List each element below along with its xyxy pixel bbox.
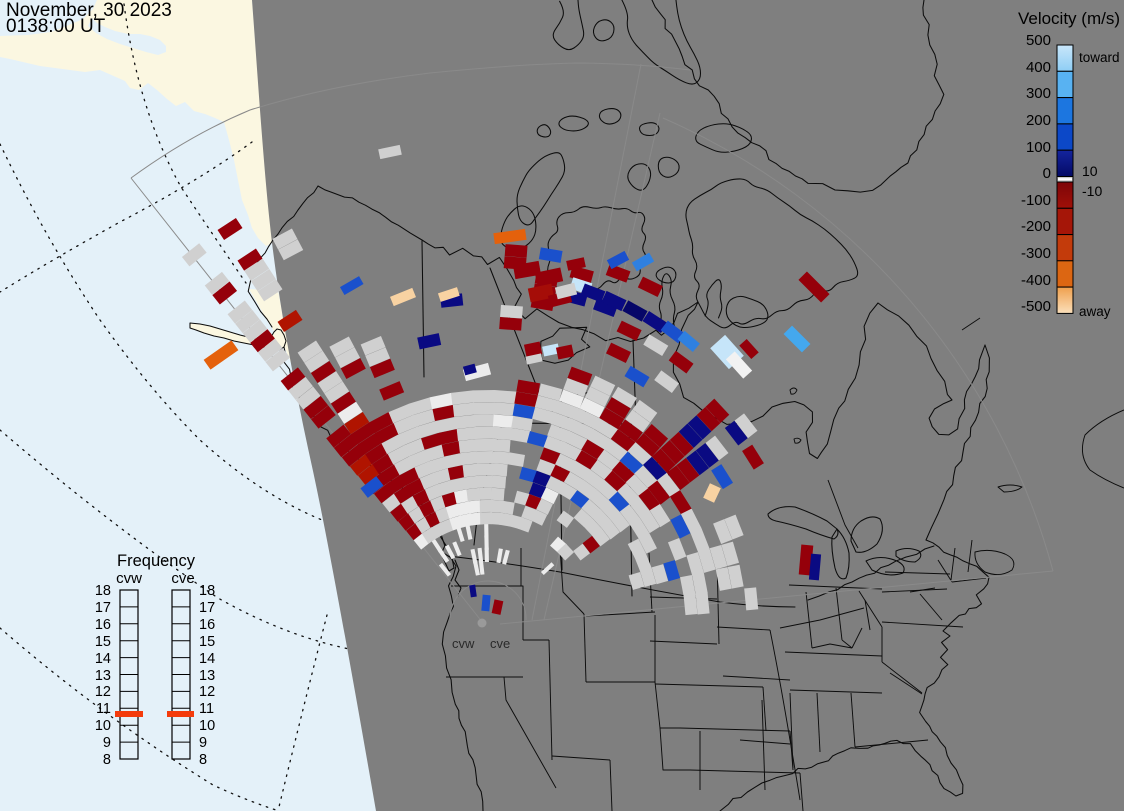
svg-text:16: 16 [199, 617, 215, 633]
svg-text:cvw: cvw [452, 636, 475, 651]
svg-text:200: 200 [1026, 112, 1051, 129]
svg-text:10: 10 [95, 718, 111, 734]
svg-text:-10: -10 [1082, 183, 1102, 199]
svg-text:400: 400 [1026, 59, 1051, 76]
svg-text:8: 8 [199, 752, 207, 768]
svg-text:November, 30 2023: November, 30 2023 [6, 0, 172, 21]
svg-text:14: 14 [199, 651, 215, 667]
svg-text:13: 13 [95, 668, 111, 684]
svg-text:0: 0 [1043, 165, 1051, 182]
svg-text:18: 18 [199, 583, 215, 599]
svg-text:8: 8 [103, 752, 111, 768]
svg-text:12: 12 [95, 684, 111, 700]
svg-text:9: 9 [199, 735, 207, 751]
svg-text:Frequency: Frequency [117, 552, 196, 570]
svg-text:14: 14 [95, 651, 111, 667]
svg-text:away: away [1079, 304, 1111, 319]
svg-text:300: 300 [1026, 85, 1051, 102]
svg-text:cve: cve [171, 570, 194, 587]
svg-text:12: 12 [199, 684, 215, 700]
svg-text:15: 15 [95, 634, 111, 650]
svg-text:18: 18 [95, 583, 111, 599]
svg-text:cve: cve [490, 636, 510, 651]
svg-text:Velocity (m/s): Velocity (m/s) [1018, 9, 1120, 28]
svg-text:13: 13 [199, 668, 215, 684]
svg-text:-400: -400 [1021, 272, 1051, 289]
svg-text:15: 15 [199, 634, 215, 650]
svg-text:16: 16 [95, 617, 111, 633]
svg-text:17: 17 [199, 600, 215, 616]
svg-text:17: 17 [95, 600, 111, 616]
svg-text:500: 500 [1026, 32, 1051, 49]
svg-text:-500: -500 [1021, 298, 1051, 315]
svg-text:10: 10 [199, 718, 215, 734]
svg-text:11: 11 [96, 701, 111, 717]
svg-text:-100: -100 [1021, 192, 1051, 209]
svg-text:toward: toward [1079, 50, 1120, 65]
svg-text:11: 11 [199, 701, 214, 717]
svg-text:-300: -300 [1021, 245, 1051, 262]
svg-text:10: 10 [1082, 163, 1098, 179]
svg-text:100: 100 [1026, 139, 1051, 156]
svg-text:cvw: cvw [116, 570, 142, 587]
svg-text:-200: -200 [1021, 218, 1051, 235]
svg-text:0138:00 UT: 0138:00 UT [6, 16, 106, 37]
svg-text:9: 9 [103, 735, 111, 751]
